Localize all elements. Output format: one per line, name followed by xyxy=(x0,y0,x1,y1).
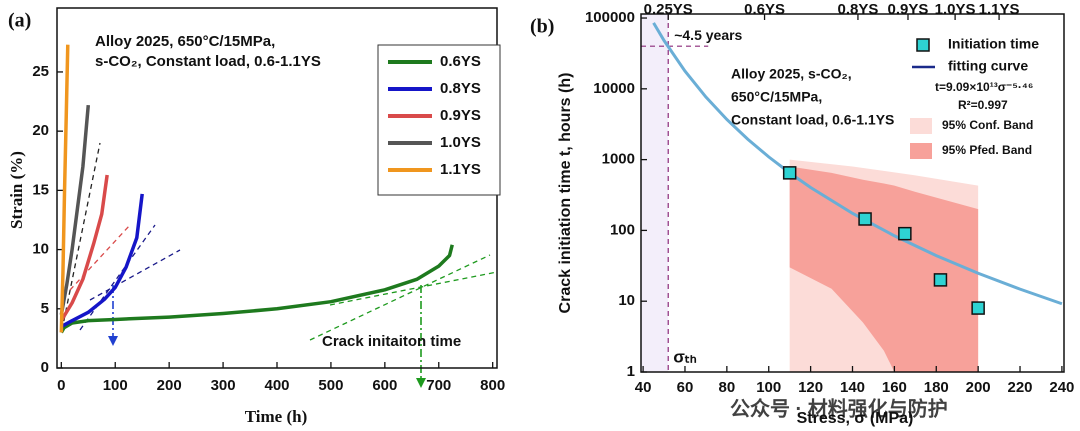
tangent-line xyxy=(69,224,131,291)
y-tick-label: 15 xyxy=(32,181,49,198)
tangent-line xyxy=(89,249,181,301)
x2-tick-label: 0.8YS xyxy=(838,1,879,18)
x-tick-label: 400 xyxy=(264,377,289,394)
tangent-line xyxy=(61,142,101,331)
x-tick-label: 220 xyxy=(1008,379,1033,396)
x-axis-label: Time (h) xyxy=(245,407,308,426)
data-point xyxy=(933,273,948,287)
tangent-line xyxy=(79,224,156,331)
legend-label: fitting curve xyxy=(948,58,1028,74)
threshold-label: σₜₕ xyxy=(673,347,697,366)
x-tick-label: 700 xyxy=(426,377,451,394)
tangent-lines xyxy=(61,142,498,341)
plot-frame xyxy=(640,13,1065,373)
annotation: Alloy 2025, 650°C/15MPa, xyxy=(95,33,275,50)
data-line xyxy=(59,104,91,316)
data-line xyxy=(60,193,144,329)
y-axis-label: Crack initiation time t, hours (h) xyxy=(557,73,574,314)
y-tick-label: 0 xyxy=(41,359,49,376)
x-tick-label: 300 xyxy=(211,377,236,394)
data-point xyxy=(971,301,985,315)
legend-box xyxy=(377,44,501,196)
x-tick-label: 200 xyxy=(157,377,182,394)
x-tick-label: 0 xyxy=(57,377,65,394)
x-tick-label: 240 xyxy=(1049,379,1074,396)
tangent-line xyxy=(329,271,498,306)
data-point xyxy=(782,166,797,180)
threshold-region xyxy=(641,14,669,372)
legend-label: 0.8YS xyxy=(440,80,481,97)
legend-label: 95% Conf. Band xyxy=(942,118,1033,132)
y-tick-label: 10 xyxy=(32,241,49,258)
y-axis-label: Strain (%) xyxy=(7,151,26,229)
watermark: 公众号 · 材料强化与防护 xyxy=(730,396,948,420)
legend-label: 95% Pfed. Band xyxy=(942,143,1032,157)
legend-swatch xyxy=(910,143,932,159)
legend-label: 0.6YS xyxy=(440,53,481,70)
x2-tick-label: 1.1YS xyxy=(979,1,1020,18)
y-tick-label: 100 xyxy=(610,221,635,238)
legend-swatch xyxy=(910,118,932,134)
x-tick-label: 140 xyxy=(840,379,865,396)
x-tick-label: 600 xyxy=(372,377,397,394)
x2-tick-label: 0.6YS xyxy=(744,1,785,18)
annotation: 650°C/15MPa, xyxy=(731,89,822,105)
fit-equation: t=9.09×10¹³σ⁻⁵·⁴⁶ xyxy=(935,80,1033,94)
annotation: Constant load, 0.6-1.1YS xyxy=(731,112,894,128)
data-line xyxy=(59,244,454,334)
data-line xyxy=(59,44,70,333)
legend-label: Initiation time xyxy=(948,36,1039,52)
legend-label: 1.0YS xyxy=(440,134,481,151)
panel-label: (a) xyxy=(8,10,31,32)
x2-tick-label: 0.25YS xyxy=(644,1,693,18)
annotation: Crack initaiton time xyxy=(322,333,461,350)
y-tick-label: 25 xyxy=(32,63,49,80)
y-tick-label: 1 xyxy=(627,363,635,380)
x-tick-label: 800 xyxy=(480,377,505,394)
plot-area xyxy=(641,14,979,372)
x-tick-label: 100 xyxy=(103,377,128,394)
arrows xyxy=(112,285,422,378)
tangent-line xyxy=(309,254,491,341)
y-tick-label: 100000 xyxy=(585,9,635,26)
x2-tick-label: 1.0YS xyxy=(935,1,976,18)
x-tick-label: 160 xyxy=(882,379,907,396)
x-tick-label: 180 xyxy=(924,379,949,396)
arrow-head xyxy=(108,336,118,346)
y-tick-label: 1000 xyxy=(602,151,635,168)
legend-label: 1.1YS xyxy=(440,161,481,178)
annotation: s-CO₂, Constant load, 0.6-1.1YS xyxy=(95,53,321,70)
annotation: Alloy 2025, s-CO₂, xyxy=(731,66,852,82)
x-tick-label: 500 xyxy=(318,377,343,394)
legend-label: 0.9YS xyxy=(440,107,481,124)
x-tick-label: 80 xyxy=(719,379,736,396)
confidence-band xyxy=(789,166,979,372)
x-tick-label: 120 xyxy=(798,379,823,396)
y-tick-label: 10 xyxy=(618,292,635,309)
legend-swatch xyxy=(916,38,930,52)
x-axis-label: Stress, σ (MPa) xyxy=(797,410,914,427)
data-line xyxy=(59,174,109,322)
fit-r2: R²=0.997 xyxy=(958,98,1008,112)
x-tick-label: 40 xyxy=(635,379,652,396)
arrow-head xyxy=(416,378,426,388)
y-tick-label: 10000 xyxy=(593,80,635,97)
x-tick-label: 60 xyxy=(677,379,694,396)
y-tick-label: 20 xyxy=(32,122,49,139)
data-point xyxy=(858,212,872,226)
data-point xyxy=(898,226,912,241)
panel-label: (b) xyxy=(530,16,554,38)
y-tick-label: 5 xyxy=(41,300,49,317)
threshold-value-label: ~4.5 years xyxy=(674,27,742,43)
x-tick-label: 100 xyxy=(756,379,781,396)
x-tick-label: 200 xyxy=(966,379,991,396)
x2-tick-label: 0.9YS xyxy=(888,1,929,18)
